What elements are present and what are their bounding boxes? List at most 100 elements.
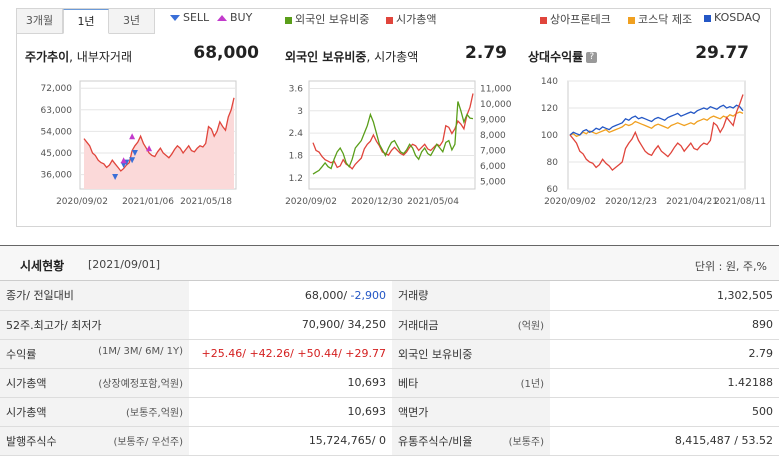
foreign-chart: 3.6 3 2.4 1.8 1.2 11,000 10,000 9,000 8,000 7,000… xyxy=(285,80,512,207)
foreign-chart-title: 외국인 보유비중, 시가총액 xyxy=(285,48,418,65)
row-label: 수익률 xyxy=(6,347,37,361)
close-price: 68,000/ xyxy=(304,288,348,302)
status-table: 종가/ 전일대비 68,000/ -2,900 거래량 1,302,505 52주.최고… xyxy=(0,281,779,456)
row-value-cell: 68,000/ -2,900 xyxy=(189,281,392,311)
row-label-cell: 외국인 보유비중 xyxy=(392,339,550,369)
row-label-cell: 52주.최고가/ 최저가 xyxy=(0,310,189,340)
x-tick-label: 2021/08/11 xyxy=(714,197,766,207)
table-row: 발행주식수 (보통주/ 우선주) 15,724,765/ 0 유통주식수/비율 (보통주… xyxy=(0,426,779,456)
foreign-chart-title-bold: 외국인 보유비중 xyxy=(285,50,367,64)
row-label: 외국인 보유비중 xyxy=(398,347,473,361)
tab-1-year[interactable]: 1년 xyxy=(63,9,109,34)
table-row: 수익률 (1M/ 3M/ 6M/ 1Y) +25.46/ +42.26/ +50.4… xyxy=(0,339,779,369)
y-tick-label-left: 3.6 xyxy=(289,84,304,94)
legend-mcap: 시가총액 xyxy=(386,11,436,27)
row-value-cell: 890 xyxy=(550,310,779,340)
row-label-cell: 종가/ 전일대비 xyxy=(0,281,189,311)
row-label-cell: 시가총액 (상장예정포함,억원) xyxy=(0,368,189,398)
buy-marker xyxy=(146,145,153,152)
chart-panel: 3개월 1년 3년 SELL BUY 외국인 보유비중 시가총액 상아프론테크 … xyxy=(16,8,771,227)
row-value: 10,693 xyxy=(347,376,387,389)
legend-mcap-label: 시가총액 xyxy=(396,13,437,26)
status-header: 시세현황 [2021/09/01] 단위 : 원, 주,% xyxy=(0,246,779,281)
row-label-cell: 액면가 xyxy=(392,397,550,427)
x-tick-label: 2021/05/04 xyxy=(407,197,459,207)
price-chart-title: 주가추이, 내부자거래 xyxy=(25,48,132,65)
row-sublabel: (보통주/ 우선주) xyxy=(113,436,183,448)
y-tick-label-left: 1.2 xyxy=(289,174,303,184)
y-tick-label: 63,000 xyxy=(41,106,73,116)
legend-buy: BUY xyxy=(217,11,252,24)
relative-chart-title-bold: 상대수익률 xyxy=(528,50,584,64)
x-tick-label: 2021/01/06 xyxy=(122,197,174,207)
buy-marker xyxy=(129,133,136,140)
legend-kosdaq-mfg: 코스닥 제조 xyxy=(628,11,692,27)
help-icon[interactable]: ? xyxy=(586,52,598,63)
row-value: 2.79 xyxy=(748,347,774,360)
row-value-cell: 500 xyxy=(550,397,779,427)
row-label-cell: 거래대금 (억원) xyxy=(392,310,550,340)
y-tick-label: 60 xyxy=(547,185,559,195)
legend-buy-label: BUY xyxy=(230,11,253,24)
row-label-cell: 유통주식수/비율 (보통주) xyxy=(392,426,550,456)
row-value-cell: +25.46/ +42.26/ +50.44/ +29.77 xyxy=(189,339,392,369)
y-tick-label-left: 3 xyxy=(297,107,303,117)
row-label-cell: 수익률 (1M/ 3M/ 6M/ 1Y) xyxy=(0,339,189,369)
row-value: 500 xyxy=(752,405,773,418)
row-value: 1,302,505 xyxy=(717,288,773,302)
y-tick-label-right: 7,000 xyxy=(480,146,506,156)
red-square-icon xyxy=(386,16,393,24)
x-tick-label: 2020/09/02 xyxy=(56,197,108,207)
legend-company-label: 상아프론테크 xyxy=(550,13,611,26)
relative-chart: 140 120 100 80 60 2020/09/02 2020/12/23 2021/04… xyxy=(541,77,766,207)
row-value-cell: 8,415,487 / 53.52 xyxy=(550,426,779,456)
y-tick-label: 72,000 xyxy=(41,84,73,94)
row-value-cell: 2.79 xyxy=(550,339,779,369)
red-square-icon xyxy=(540,16,547,24)
sell-marker xyxy=(120,162,127,168)
row-value: 890 xyxy=(752,318,773,331)
row-value: 8,415,487 / 53.52 xyxy=(674,434,773,447)
row-label: 종가/ 전일대비 xyxy=(6,289,74,303)
y-tick-label-right: 11,000 xyxy=(480,85,512,95)
row-value: 15,724,765/ 0 xyxy=(308,434,386,447)
row-label-cell: 거래량 xyxy=(392,281,550,311)
price-chart: 72,000 63,000 54,000 45,000 36,000 2020/09/02… xyxy=(41,80,237,207)
kosdaq-mfg-line xyxy=(569,111,744,138)
orange-square-icon xyxy=(628,16,635,24)
legend-foreign-label: 외국인 보유비중 xyxy=(295,13,370,26)
returns-value: +25.46/ +42.26/ +50.44/ +29.77 xyxy=(201,347,386,360)
row-label-cell: 베타 (1년) xyxy=(392,368,550,398)
company-return-line xyxy=(569,94,744,172)
row-label-cell: 발행주식수 (보통주/ 우선주) xyxy=(0,426,189,456)
row-value: 70,900/ 34,250 xyxy=(301,318,386,331)
tab-3-years[interactable]: 3년 xyxy=(109,9,155,34)
blue-square-icon xyxy=(704,14,711,22)
green-square-icon xyxy=(285,16,292,24)
table-row: 종가/ 전일대비 68,000/ -2,900 거래량 1,302,505 xyxy=(0,281,779,311)
row-value: 10,693 xyxy=(347,405,387,418)
y-tick-label: 80 xyxy=(547,158,559,168)
row-label: 베타 xyxy=(398,376,419,390)
row-value: 1.42188 xyxy=(727,376,774,389)
row-value-cell: 70,900/ 34,250 xyxy=(189,310,392,340)
price-line xyxy=(83,97,235,172)
row-label: 시가총액 xyxy=(6,376,47,390)
buy-marker-icon xyxy=(217,15,227,21)
status-date: [2021/09/01] xyxy=(88,258,160,271)
row-label: 유통주식수/비율 xyxy=(398,434,473,448)
row-label: 52주.최고가/ 최저가 xyxy=(6,318,102,332)
legend-company: 상아프론테크 xyxy=(540,11,611,27)
row-value-cell: 10,693 xyxy=(189,397,392,427)
price-chart-title-bold: 주가추이 xyxy=(25,50,70,64)
row-value-cell: 1,302,505 xyxy=(550,281,779,311)
status-title: 시세현황 xyxy=(20,259,65,273)
row-value-cell: 10,693 xyxy=(189,368,392,398)
tab-3-months[interactable]: 3개월 xyxy=(17,9,63,34)
y-tick-label-right: 5,000 xyxy=(480,177,506,187)
y-tick-label-right: 8,000 xyxy=(480,131,506,141)
market-cap-line xyxy=(312,93,474,170)
x-tick-label: 2021/05/18 xyxy=(180,197,232,207)
x-tick-label: 2020/09/02 xyxy=(544,197,596,207)
y-tick-label: 36,000 xyxy=(41,171,73,181)
